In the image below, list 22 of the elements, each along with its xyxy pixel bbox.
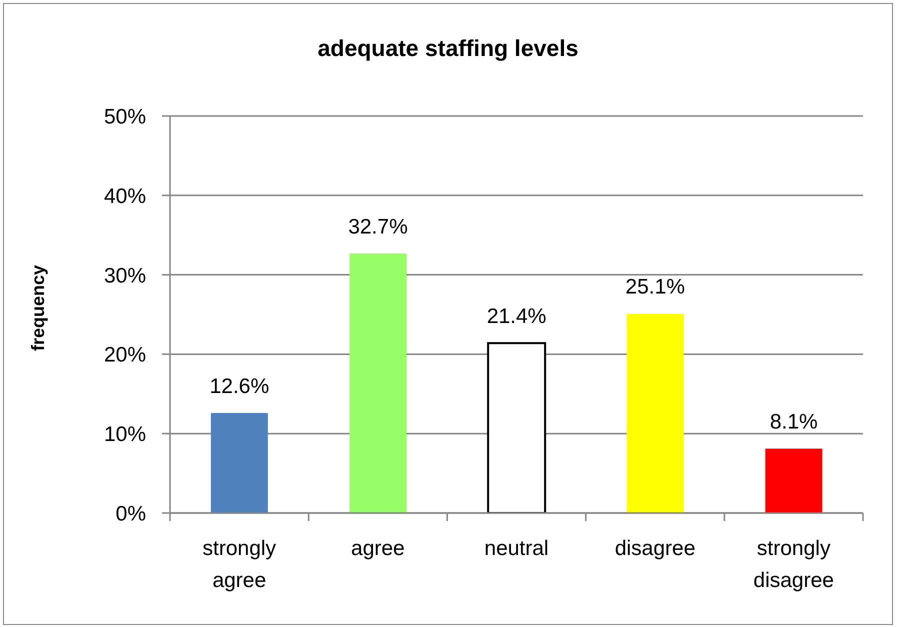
- bar: [765, 448, 822, 513]
- y-tick-label: 20%: [104, 344, 146, 367]
- x-tick-label: neutral: [484, 537, 549, 560]
- bar: [626, 314, 684, 513]
- data-label: 32.7%: [348, 215, 408, 238]
- x-tick-label: agree: [351, 537, 405, 560]
- y-tick-label: 0%: [116, 502, 146, 526]
- x-tick-label: strongly disagree: [753, 537, 834, 592]
- data-label: 25.1%: [625, 276, 685, 299]
- bar: [349, 253, 406, 513]
- x-tick-label: disagree: [614, 537, 696, 560]
- y-tick-label: 10%: [104, 423, 146, 446]
- y-tick-label: 40%: [104, 184, 146, 208]
- y-tick-label: 30%: [104, 264, 146, 288]
- data-label: 12.6%: [210, 374, 270, 398]
- x-tick-label: strongly agree: [202, 537, 277, 592]
- y-axis-title: frequency: [28, 264, 48, 352]
- chart-title: adequate staffing levels: [316, 34, 580, 62]
- data-label: 8.1%: [770, 410, 818, 434]
- data-label: 21.4%: [486, 305, 546, 328]
- bar: [210, 412, 268, 513]
- y-tick-label: 50%: [104, 105, 146, 128]
